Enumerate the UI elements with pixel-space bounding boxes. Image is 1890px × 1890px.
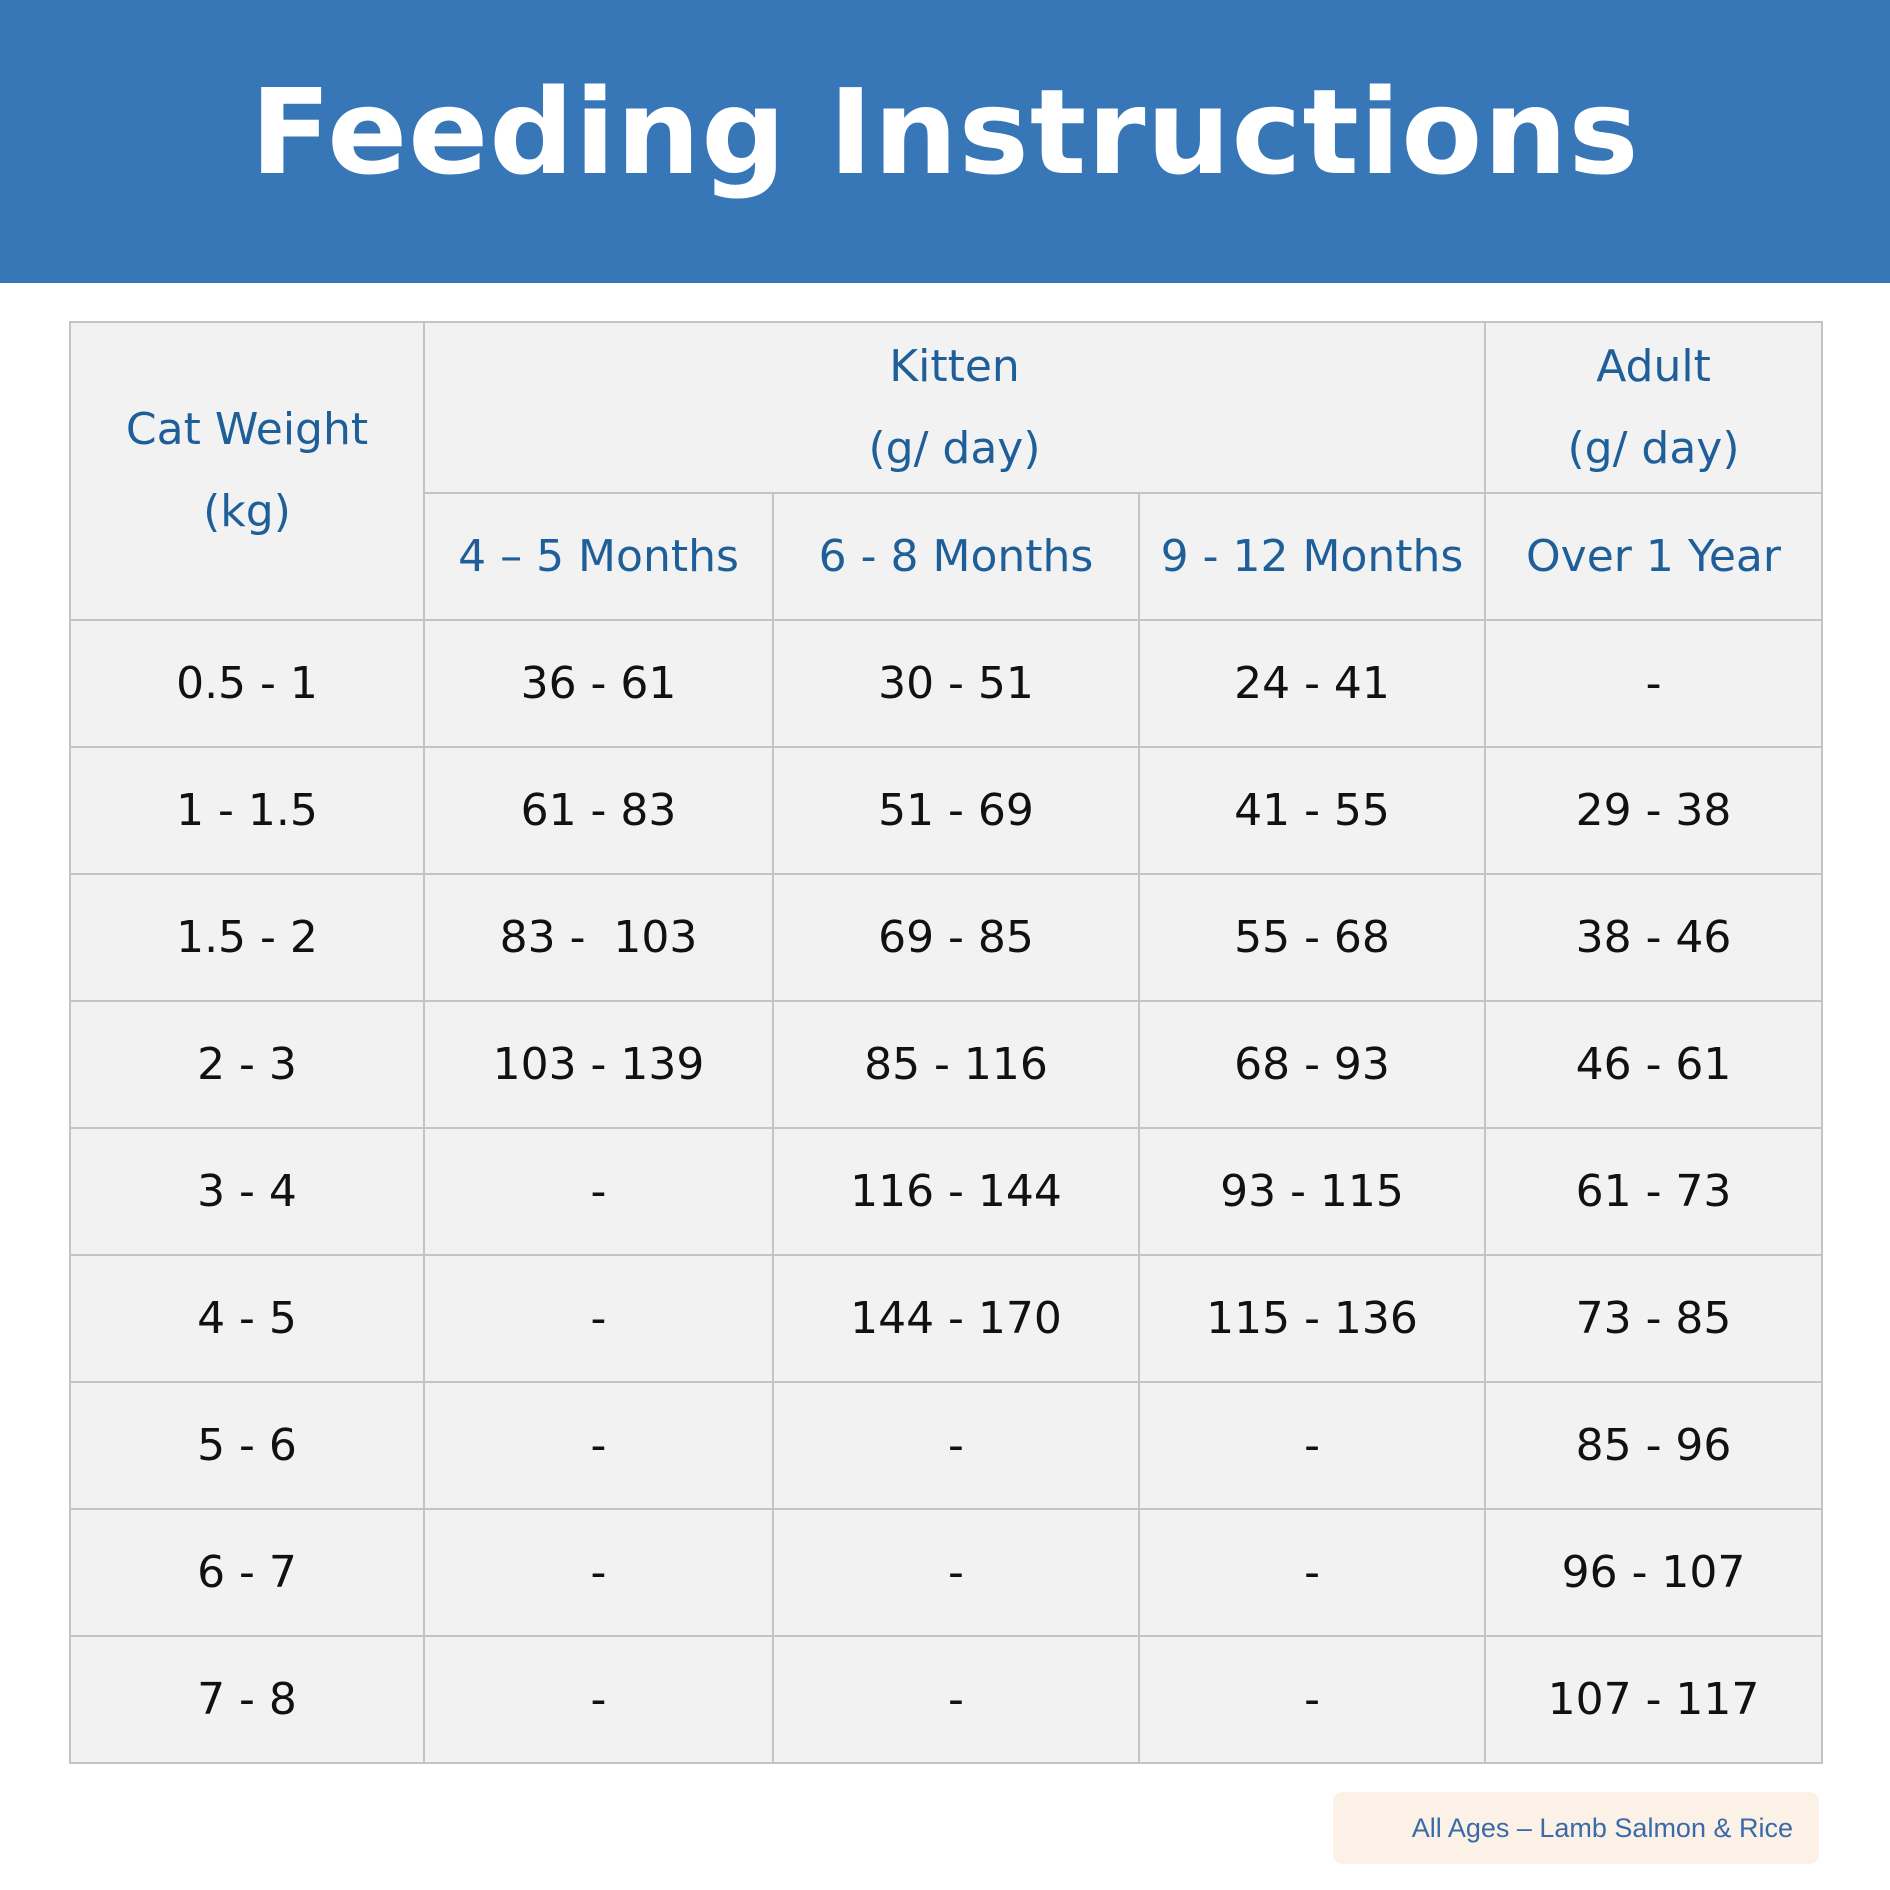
cell-4-5-months: -: [423, 1508, 774, 1637]
subheader-over-1-year: Over 1 Year: [1484, 492, 1824, 621]
cell-6-8-months: -: [772, 1508, 1140, 1637]
cell-6-8-months: 30 - 51: [772, 619, 1140, 748]
product-tag-label: All Ages – Lamb Salmon & Rice: [1411, 1812, 1793, 1843]
cell-cat-weight: 1 - 1.5: [69, 746, 425, 875]
cell-4-5-months: -: [423, 1381, 774, 1510]
header-adult-unit: (g/ day): [1567, 422, 1740, 474]
header-adult-label: Adult: [1596, 340, 1711, 392]
header-cat-weight-unit: (kg): [203, 486, 291, 537]
cell-cat-weight: 1.5 - 2: [69, 873, 425, 1002]
subheader-9-12-months: 9 - 12 Months: [1137, 492, 1487, 621]
cell-4-5-months: 103 - 139: [423, 1000, 774, 1129]
table-row: 4 - 5-144 - 170 115 - 136 73 - 85: [69, 1254, 1824, 1383]
cell-cat-weight: 5 - 6: [69, 1381, 425, 1510]
cell-9-12-months: 68 - 93: [1137, 1000, 1487, 1129]
table-row: 6 - 7- - -96 - 107: [69, 1508, 1824, 1637]
cell-over-1-year: 73 - 85: [1484, 1254, 1824, 1383]
header-cat-weight-label: Cat Weight: [125, 404, 369, 455]
header-adult: Adult (g/ day): [1484, 321, 1824, 494]
header-kitten-label: Kitten: [889, 340, 1020, 392]
subheader-4-5-months: 4 – 5 Months: [423, 492, 774, 621]
cell-9-12-months: 55 - 68: [1137, 873, 1487, 1002]
cell-cat-weight: 2 - 3: [69, 1000, 425, 1129]
cell-9-12-months: 115 - 136: [1137, 1254, 1487, 1383]
table-row: 0.5 - 1 36 - 61 30 - 51 24 - 41-: [69, 619, 1824, 748]
cell-9-12-months: 24 - 41: [1137, 619, 1487, 748]
cell-9-12-months: 93 - 115: [1137, 1127, 1487, 1256]
cell-over-1-year: -: [1484, 619, 1824, 748]
cell-4-5-months: -: [423, 1635, 774, 1764]
table-row: 5 - 6- - -85 - 96: [69, 1381, 1824, 1510]
table-row: 1.5 - 2 83 - 103 69 - 85 55 - 68 38 - 46: [69, 873, 1824, 1002]
cell-4-5-months: -: [423, 1254, 774, 1383]
cell-6-8-months: 85 - 116: [772, 1000, 1140, 1129]
cell-4-5-months: 36 - 61: [423, 619, 774, 748]
cell-over-1-year: 38 - 46: [1484, 873, 1824, 1002]
header-kitten: Kitten (g/ day): [422, 321, 1487, 494]
subheader-6-8-months: 6 - 8 Months: [772, 492, 1140, 621]
cell-cat-weight: 3 - 4: [69, 1127, 425, 1256]
cell-over-1-year: 61 - 73: [1484, 1127, 1824, 1256]
cell-cat-weight: 6 - 7: [69, 1508, 425, 1637]
cell-over-1-year: 96 - 107: [1484, 1508, 1824, 1637]
table-row: 3 - 4-116 - 144 93 - 115 61 - 73: [69, 1127, 1824, 1256]
cell-6-8-months: -: [772, 1381, 1140, 1510]
cell-6-8-months: -: [772, 1635, 1140, 1764]
table-row: 7 - 8- - -107 - 117: [69, 1635, 1824, 1764]
header-row-1: Cat Weight (kg) Kitten (g/ day) Adult (g…: [69, 321, 1824, 621]
cell-6-8-months: 116 - 144: [772, 1127, 1140, 1256]
table-row: 1 - 1.5 61 - 83 51 - 69 41 - 55 29 - 38: [69, 746, 1824, 875]
cell-cat-weight: 4 - 5: [69, 1254, 425, 1383]
header-cat-weight: Cat Weight (kg): [69, 321, 425, 621]
header-row-2: 4 – 5 Months 6 - 8 Months 9 - 12 Months …: [70, 492, 1824, 621]
cell-cat-weight: 0.5 - 1: [69, 619, 425, 748]
cell-over-1-year: 29 - 38: [1484, 746, 1824, 875]
table-row: 2 - 3 103 - 139 85 - 116 68 - 93 46 - 61: [69, 1000, 1824, 1129]
cell-4-5-months: 83 - 103: [423, 873, 774, 1002]
product-tag: All Ages – Lamb Salmon & Rice: [1333, 1792, 1819, 1864]
cell-6-8-months: 144 - 170: [772, 1254, 1140, 1383]
cell-over-1-year: 46 - 61: [1484, 1000, 1824, 1129]
title-banner: Feeding Instructions: [0, 0, 1890, 283]
cell-over-1-year: 85 - 96: [1484, 1381, 1824, 1510]
feeding-table: Cat Weight (kg) Kitten (g/ day) Adult (g…: [69, 321, 1824, 1764]
cell-9-12-months: -: [1137, 1381, 1487, 1510]
cell-over-1-year: 107 - 117: [1484, 1635, 1824, 1764]
page-title: Feeding Instructions: [250, 62, 1640, 201]
header-kitten-unit: (g/ day): [868, 422, 1041, 474]
cell-6-8-months: 51 - 69: [772, 746, 1140, 875]
cell-9-12-months: -: [1137, 1635, 1487, 1764]
cell-9-12-months: -: [1137, 1508, 1487, 1637]
cell-cat-weight: 7 - 8: [69, 1635, 425, 1764]
cell-6-8-months: 69 - 85: [772, 873, 1140, 1002]
cell-4-5-months: 61 - 83: [423, 746, 774, 875]
cell-4-5-months: -: [423, 1127, 774, 1256]
cell-9-12-months: 41 - 55: [1137, 746, 1487, 875]
